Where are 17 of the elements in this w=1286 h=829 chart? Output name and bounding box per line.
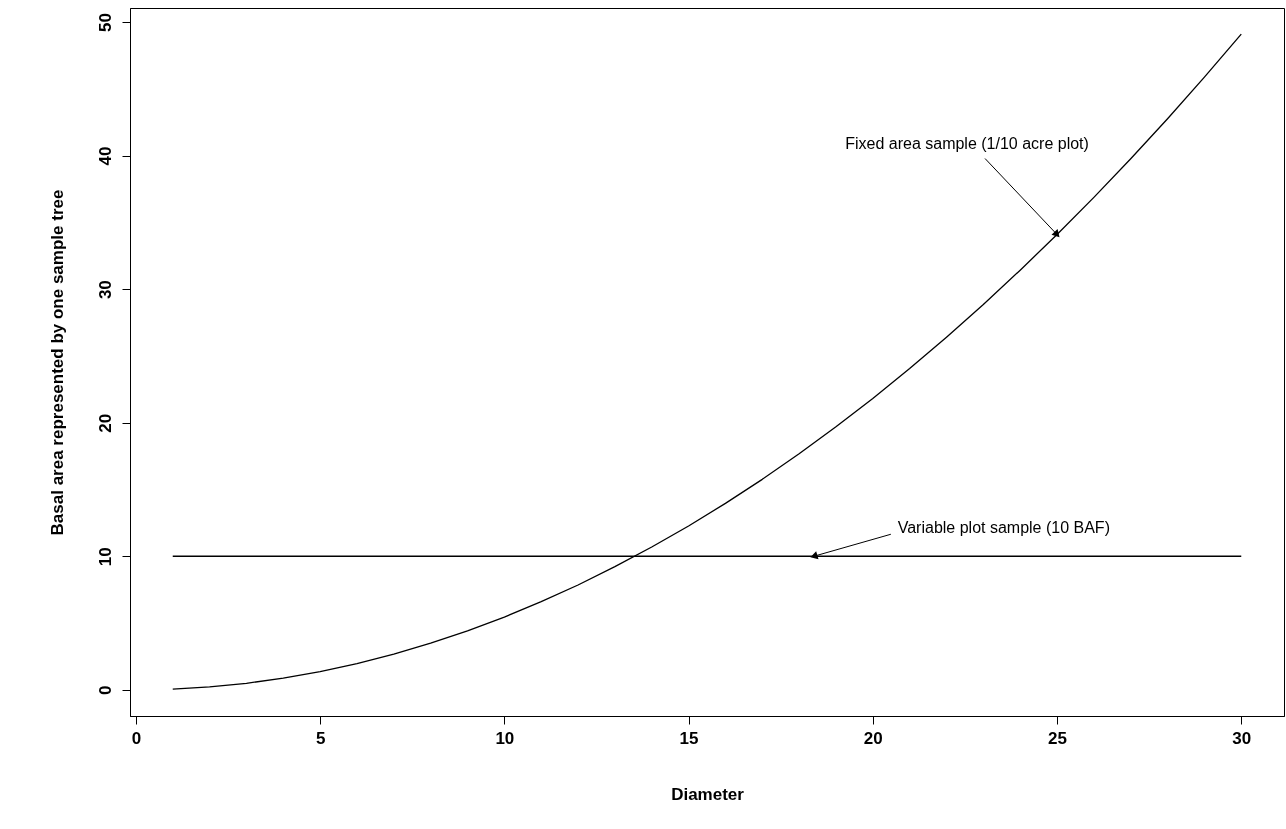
annotation: Fixed area sample (1/10 acre plot) — [845, 134, 1089, 152]
x-axis-title: Diameter — [671, 784, 745, 804]
y-tick-label: 50 — [95, 13, 115, 32]
x-tick-label: 5 — [315, 728, 326, 748]
x-tick-label: 20 — [863, 728, 883, 748]
y-tick-label: 10 — [95, 547, 115, 567]
x-tick-label: 0 — [131, 728, 142, 748]
annotation: Variable plot sample (10 BAF) — [897, 519, 1110, 537]
x-tick-label: 15 — [679, 728, 699, 748]
x-tick-label: 30 — [1232, 728, 1252, 748]
y-axis-title: Basal area represented by one sample tree — [47, 189, 67, 536]
y-tick-label: 20 — [95, 413, 115, 433]
x-tick-label: 10 — [495, 728, 515, 748]
y-tick-label: 0 — [95, 685, 115, 696]
x-tick-label: 25 — [1048, 728, 1067, 748]
y-tick-label: 30 — [95, 280, 115, 300]
y-tick-label: 40 — [95, 146, 115, 166]
